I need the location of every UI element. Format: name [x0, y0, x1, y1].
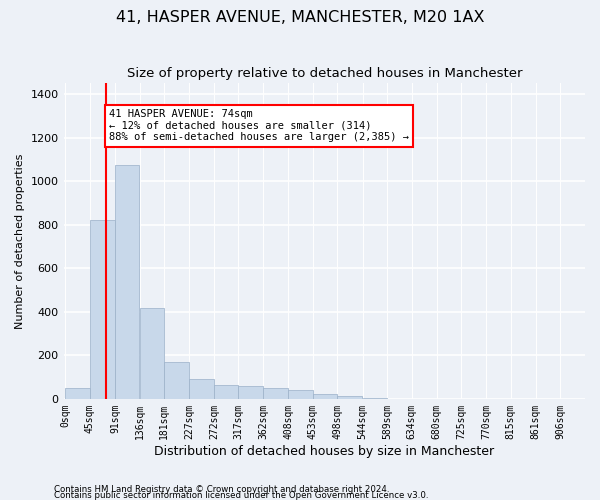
Text: Contains HM Land Registry data © Crown copyright and database right 2024.: Contains HM Land Registry data © Crown c…: [54, 484, 389, 494]
Bar: [362, 398, 387, 399]
Text: 41, HASPER AVENUE, MANCHESTER, M20 1AX: 41, HASPER AVENUE, MANCHESTER, M20 1AX: [116, 10, 484, 25]
Bar: [164, 362, 189, 399]
Bar: [90, 220, 115, 399]
Y-axis label: Number of detached properties: Number of detached properties: [15, 154, 25, 328]
Title: Size of property relative to detached houses in Manchester: Size of property relative to detached ho…: [127, 68, 522, 80]
Bar: [65, 388, 89, 399]
Text: Contains public sector information licensed under the Open Government Licence v3: Contains public sector information licen…: [54, 490, 428, 500]
Bar: [214, 384, 238, 399]
Text: 41 HASPER AVENUE: 74sqm
← 12% of detached houses are smaller (314)
88% of semi-d: 41 HASPER AVENUE: 74sqm ← 12% of detache…: [109, 109, 409, 142]
Bar: [288, 390, 313, 399]
Bar: [313, 394, 337, 399]
Bar: [189, 379, 214, 399]
Bar: [238, 386, 263, 399]
Bar: [337, 396, 362, 399]
Bar: [140, 308, 164, 399]
Bar: [263, 388, 288, 399]
X-axis label: Distribution of detached houses by size in Manchester: Distribution of detached houses by size …: [154, 444, 494, 458]
Bar: [115, 164, 139, 399]
